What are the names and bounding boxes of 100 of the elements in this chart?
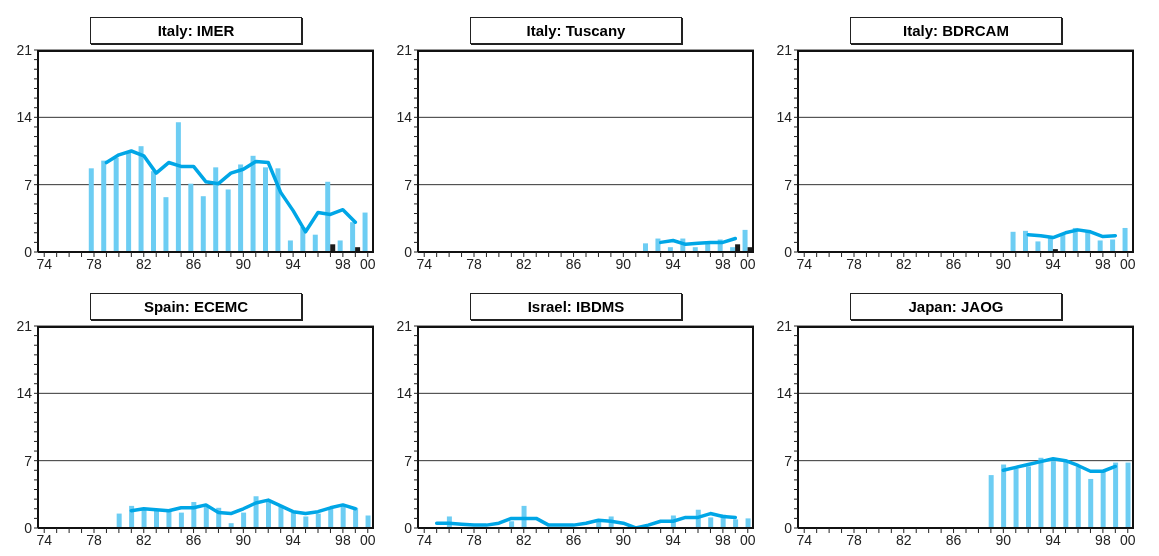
- bar: [138, 146, 144, 252]
- line-series: [104, 149, 358, 234]
- y-tick-label: 7: [24, 452, 33, 469]
- x-tick-label: 90: [995, 255, 1012, 272]
- x-tick-label: 98: [715, 531, 731, 548]
- chart-title: Italy: Tuscany: [470, 17, 682, 44]
- y-tick-label: 7: [784, 452, 793, 469]
- bar: [1050, 460, 1056, 528]
- bar: [365, 515, 371, 528]
- x-tick-label: 94: [665, 531, 682, 548]
- y-tick-label: 14: [16, 385, 33, 402]
- y-tick-label: 7: [784, 176, 793, 193]
- y-tick-label: 0: [404, 519, 413, 536]
- bar: [337, 240, 343, 252]
- x-tick-label: 98: [1095, 255, 1111, 272]
- bar: [1075, 466, 1081, 528]
- x-tick-label: 98: [715, 255, 731, 272]
- x-tick-label: 74: [36, 531, 53, 548]
- bar: [88, 168, 94, 252]
- bar: [101, 160, 107, 252]
- line-series: [1026, 228, 1118, 240]
- x-tick-label: 00: [1119, 255, 1136, 272]
- chart-title: Italy: BDRCAM: [850, 17, 1062, 44]
- x-tick-label: 98: [335, 531, 351, 548]
- bar: [1026, 466, 1031, 528]
- bar: [151, 171, 156, 252]
- x-tick-label: 74: [416, 255, 433, 272]
- y-tick-label: 21: [776, 317, 793, 334]
- y-tick-label: 21: [776, 41, 793, 58]
- x-tick-label: 78: [466, 255, 482, 272]
- bar: [312, 234, 318, 252]
- bar: [315, 513, 321, 528]
- x-tick-label: 82: [895, 255, 912, 272]
- x-tick-label: 90: [235, 255, 252, 272]
- bar: [1013, 468, 1019, 528]
- bar: [1063, 461, 1069, 528]
- x-tick-label: 90: [995, 531, 1012, 548]
- bar: [175, 122, 181, 252]
- x-tick-label: 94: [285, 255, 302, 272]
- chart-title: Italy: IMER: [90, 17, 302, 44]
- bar: [126, 152, 132, 252]
- x-tick-label: 74: [416, 531, 433, 548]
- x-tick-label: 82: [515, 255, 532, 272]
- bar: [278, 506, 284, 528]
- y-tick-label: 0: [784, 519, 793, 536]
- y-tick-label: 0: [24, 243, 33, 260]
- x-tick-label: 82: [895, 531, 912, 548]
- x-tick-label: 86: [185, 255, 202, 272]
- x-tick-label: 86: [945, 531, 962, 548]
- chart-title: Japan: JAOG: [850, 293, 1062, 320]
- line-series: [1001, 456, 1118, 473]
- x-tick-label: 86: [945, 255, 962, 272]
- x-tick-label: 90: [615, 531, 632, 548]
- y-tick-label: 0: [404, 243, 413, 260]
- bar: [1038, 457, 1044, 528]
- bar: [116, 513, 122, 528]
- y-tick-label: 7: [24, 176, 33, 193]
- y-tick-label: 14: [776, 109, 793, 126]
- x-tick-label: 00: [359, 255, 376, 272]
- x-tick-label: 86: [185, 531, 202, 548]
- bar: [113, 157, 119, 252]
- x-tick-label: 94: [1045, 255, 1062, 272]
- bar: [287, 240, 293, 252]
- x-tick-label: 82: [135, 531, 152, 548]
- x-tick-label: 00: [739, 531, 756, 548]
- x-tick-label: 00: [359, 531, 376, 548]
- x-tick-label: 90: [235, 531, 252, 548]
- x-tick-label: 00: [739, 255, 756, 272]
- x-tick-label: 78: [466, 531, 482, 548]
- x-tick-label: 74: [796, 531, 813, 548]
- x-tick-label: 74: [36, 255, 53, 272]
- bar: [188, 183, 194, 252]
- bar: [250, 155, 256, 252]
- bar: [328, 508, 334, 528]
- bar: [1100, 470, 1106, 528]
- y-tick-label: 21: [396, 41, 413, 58]
- x-tick-label: 94: [1045, 531, 1062, 548]
- x-tick-label: 00: [1119, 531, 1136, 548]
- bar: [200, 196, 206, 252]
- y-tick-label: 7: [404, 452, 413, 469]
- bar: [213, 167, 219, 252]
- x-tick-label: 74: [796, 255, 813, 272]
- x-tick-label: 86: [565, 255, 582, 272]
- bar: [225, 189, 231, 252]
- chart-title: Israel: IBDMS: [470, 293, 682, 320]
- line-series: [434, 511, 738, 528]
- x-tick-label: 94: [665, 255, 682, 272]
- bar: [178, 512, 184, 528]
- bar: [350, 222, 356, 252]
- bar: [1001, 464, 1007, 528]
- bar: [163, 197, 169, 252]
- x-tick-label: 90: [615, 255, 632, 272]
- y-tick-label: 21: [16, 317, 33, 334]
- bar: [238, 164, 244, 252]
- bar: [263, 167, 268, 252]
- y-tick-label: 14: [776, 385, 793, 402]
- bar: [362, 212, 368, 252]
- x-tick-label: 98: [1095, 531, 1111, 548]
- y-tick-label: 21: [396, 317, 413, 334]
- bar: [1113, 462, 1119, 528]
